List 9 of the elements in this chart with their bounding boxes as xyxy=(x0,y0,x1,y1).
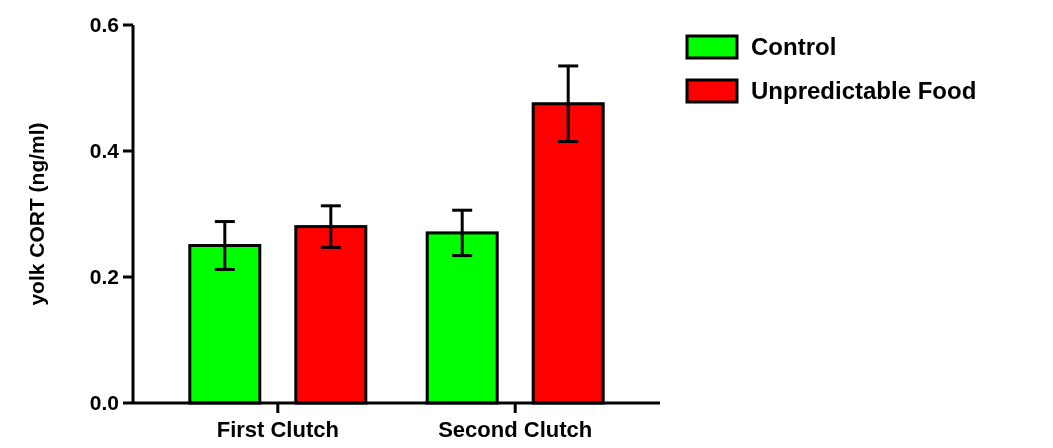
x-tick-label: First Clutch xyxy=(216,417,339,442)
y-tick-label: 0.6 xyxy=(89,13,119,37)
y-tick-label: 0.0 xyxy=(89,391,119,415)
y-axis-title: yolk CORT (ng/ml) xyxy=(25,122,48,306)
legend-label: Unpredictable Food xyxy=(751,77,977,105)
y-tick-label: 0.4 xyxy=(89,139,120,163)
x-tick-label: Second Clutch xyxy=(438,417,593,442)
y-tick-label: 0.2 xyxy=(89,265,119,289)
legend-label: Control xyxy=(751,33,837,61)
